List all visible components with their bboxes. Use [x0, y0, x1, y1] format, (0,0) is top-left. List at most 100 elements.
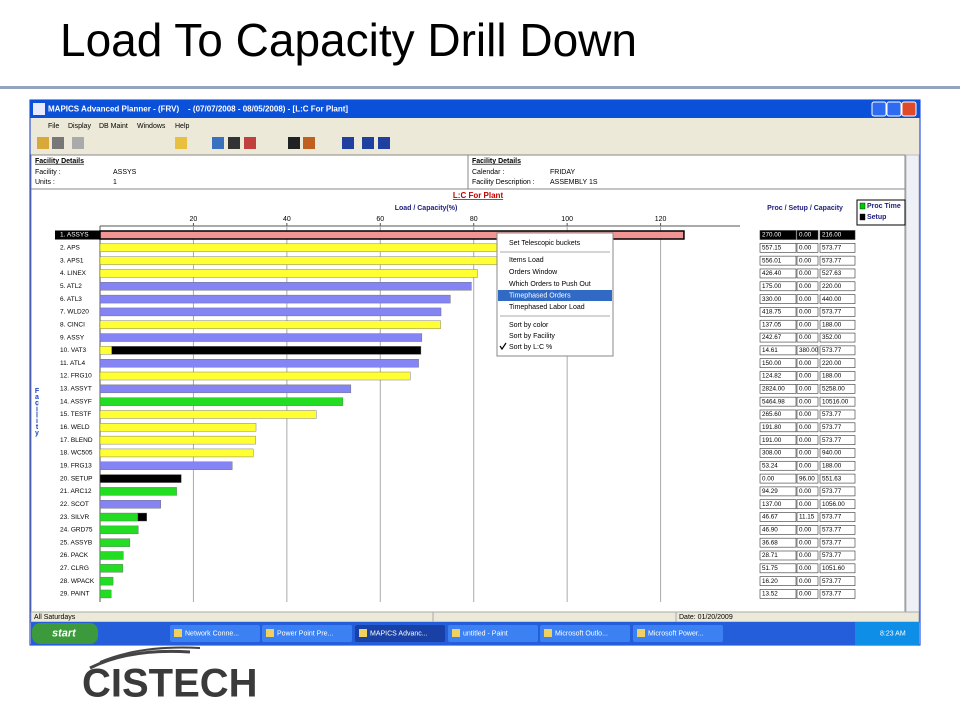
tool-icon[interactable]	[212, 137, 224, 149]
tool-icon[interactable]	[244, 137, 256, 149]
table-value: 0.00	[799, 501, 812, 508]
status-text: Date: 01/20/2009	[679, 614, 733, 621]
y-tick-label: 22. SCOT	[60, 501, 89, 508]
task-label: Microsoft Power...	[648, 630, 704, 637]
y-tick-label: 29. PAINT	[60, 591, 90, 598]
table-value: 556.01	[762, 257, 782, 264]
bar-segment	[99, 282, 472, 291]
details-label: Calendar :	[472, 169, 504, 176]
y-tick-label: 21. ARC12	[60, 488, 92, 495]
table-value: 0.00	[799, 270, 812, 277]
scrollbar[interactable]	[905, 154, 920, 613]
start-button[interactable]	[32, 623, 98, 644]
table-cell	[796, 230, 819, 240]
task-button[interactable]	[448, 625, 538, 642]
menu-option[interactable]: Timephased Orders	[509, 292, 571, 299]
task-button[interactable]	[355, 625, 445, 642]
status-text: All Saturdays	[34, 614, 76, 621]
bar-segment	[99, 423, 257, 432]
table-value: 16.20	[762, 578, 778, 585]
y-tick-label: 18. WC505	[60, 450, 93, 457]
menu-item[interactable]: DB Maint	[99, 123, 128, 130]
maximize-button[interactable]	[886, 101, 902, 117]
table-value: 380.00	[799, 347, 819, 354]
table-value: 188.00	[822, 321, 842, 328]
tray	[855, 622, 919, 645]
table-value: 0.00	[799, 296, 812, 303]
tool-icon[interactable]	[342, 137, 354, 149]
menu-option[interactable]: Sort by color	[509, 322, 549, 329]
menu-option[interactable]: Orders Window	[509, 269, 558, 276]
tool-icon[interactable]	[378, 137, 390, 149]
table-cell	[796, 525, 819, 535]
menu-option[interactable]: Sort by Facility	[509, 333, 555, 340]
table-cell	[819, 384, 856, 394]
close-button[interactable]	[901, 101, 917, 117]
tool-icon[interactable]	[175, 137, 187, 149]
table-value: 0.00	[799, 321, 812, 328]
window-title: MAPICS Advanced Planner - (FRV) - (07/07…	[48, 105, 348, 114]
table-cell	[796, 589, 819, 599]
y-tick-label: 4. LINEX	[60, 270, 87, 277]
table-value: 527.63	[822, 270, 842, 277]
menu-option[interactable]: Set Telescopic buckets	[509, 240, 581, 247]
table-value: 242.67	[762, 334, 782, 341]
table-value: 573.77	[822, 437, 842, 444]
status-bar	[30, 611, 920, 623]
table-value: 0.00	[799, 398, 812, 405]
tool-icon[interactable]	[362, 137, 374, 149]
table-value: 11.15	[799, 514, 815, 521]
chart-title: L:C For Plant	[453, 191, 504, 200]
table-value: 0.00	[799, 552, 812, 559]
table-cell	[759, 537, 797, 548]
task-button[interactable]	[170, 625, 260, 642]
task-button[interactable]	[262, 625, 352, 642]
y-tick-label: 1. ASSYS	[60, 232, 89, 239]
table-value: 5464.98	[762, 398, 785, 405]
tool-icon[interactable]	[37, 137, 49, 149]
table-cell	[819, 486, 856, 497]
table-cell	[819, 435, 856, 445]
table-cell	[759, 268, 797, 279]
tool-icon[interactable]	[52, 137, 64, 149]
task-icon	[544, 629, 552, 637]
tool-icon[interactable]	[303, 137, 315, 149]
table-value: 0.00	[799, 373, 812, 380]
table-cell	[819, 448, 856, 458]
table-value: 573.77	[822, 347, 842, 354]
menu-highlight	[498, 290, 612, 301]
menu-option[interactable]: Sort by L:C %	[509, 344, 552, 351]
table-cell	[819, 319, 856, 330]
y-tick-label: 13. ASSYT	[60, 386, 92, 393]
minimize-button[interactable]	[871, 101, 887, 117]
menu-option[interactable]: Which Orders to Push Out	[509, 281, 591, 288]
tool-icon[interactable]	[72, 137, 84, 149]
table-value: 13.52	[762, 591, 778, 598]
table-value: 46.67	[762, 514, 778, 521]
start-label: start	[52, 627, 77, 639]
x-tick-label: 120	[655, 216, 667, 223]
table-value: 188.00	[822, 373, 842, 380]
menu-option[interactable]: Timephased Labor Load	[509, 304, 585, 311]
tool-icon[interactable]	[228, 137, 240, 149]
table-cell	[796, 384, 819, 394]
table-cell	[759, 281, 797, 292]
menu-item[interactable]: Display	[68, 123, 91, 130]
table-value: 0.00	[799, 424, 812, 431]
title-bar	[30, 100, 920, 118]
legend-label: Proc Time	[867, 203, 901, 210]
table-cell	[796, 294, 819, 304]
table-cell	[819, 255, 856, 266]
tool-icon[interactable]	[288, 137, 300, 149]
menu-item[interactable]: Windows	[137, 123, 166, 130]
logo: CISTECH	[82, 662, 258, 706]
table-cell	[819, 589, 856, 599]
table-value: 0.00	[799, 591, 812, 598]
menu-item[interactable]: Help	[175, 123, 190, 130]
y-tick-label: 8. CINCI	[60, 321, 85, 328]
menu-option[interactable]: Items Load	[509, 257, 544, 264]
task-button[interactable]	[633, 625, 723, 642]
y-tick-label: 19. FRG13	[60, 462, 92, 469]
menu-item[interactable]: File	[48, 123, 59, 130]
task-button[interactable]	[540, 625, 630, 642]
